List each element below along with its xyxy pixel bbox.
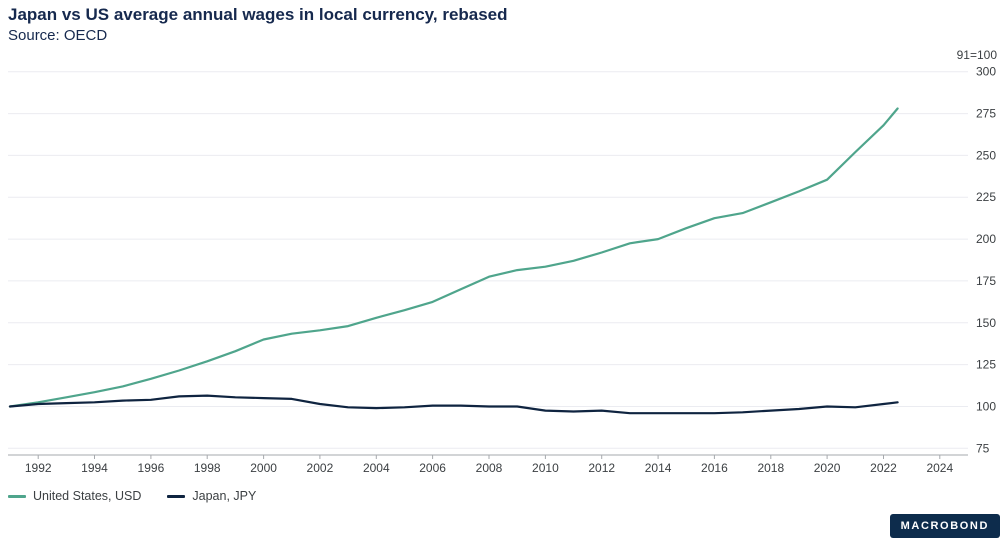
y-tick-label: 125 (976, 358, 996, 372)
x-tick-label: 2022 (870, 461, 897, 475)
x-tick-label: 2000 (250, 461, 277, 475)
y-tick-label: 225 (976, 190, 996, 204)
x-tick-label: 2006 (419, 461, 446, 475)
legend-label-united-states: United States, USD (33, 489, 142, 503)
x-tick-label: 2002 (307, 461, 334, 475)
chart-header: Japan vs US average annual wages in loca… (8, 4, 508, 46)
y-tick-label: 250 (976, 148, 996, 162)
y-tick-label: 175 (976, 274, 996, 288)
x-tick-label: 2008 (476, 461, 503, 475)
chart-source: Source: OECD (8, 27, 108, 44)
y-tick-label: 275 (976, 107, 996, 121)
macrobond-logo: MACROBOND (889, 514, 1000, 538)
series-line-japan-jpy (8, 394, 899, 415)
y-tick-label: 150 (976, 316, 996, 330)
x-tick-label: 2004 (363, 461, 390, 475)
chart-title: Japan vs US average annual wages in loca… (8, 5, 508, 24)
legend-label-japan: Japan, JPY (192, 489, 257, 503)
x-tick-label: 2016 (701, 461, 728, 475)
y-tick-label: 100 (976, 400, 996, 414)
x-tick-label: 1998 (194, 461, 221, 475)
legend: United States, USD Japan, JPY (8, 489, 256, 503)
series-line-united-states-usd (8, 107, 899, 408)
united-states-line-swatch (8, 494, 26, 498)
x-tick-label: 2010 (532, 461, 559, 475)
japan-line-swatch (167, 494, 186, 498)
y-tick-label: 75 (976, 441, 990, 455)
y-tick-label: 200 (976, 232, 996, 246)
x-tick-label: 2012 (588, 461, 615, 475)
legend-item-japan: Japan, JPY (167, 489, 256, 503)
x-tick-label: 1996 (138, 461, 165, 475)
x-tick-label: 1992 (25, 461, 52, 475)
x-tick-label: 2014 (645, 461, 672, 475)
legend-item-united-states: United States, USD (8, 489, 141, 503)
x-tick-label: 1994 (81, 461, 108, 475)
x-tick-label: 2024 (926, 461, 953, 475)
x-tick-label: 2018 (757, 461, 784, 475)
y-axis-note: 91=100 (957, 48, 998, 62)
y-tick-label: 300 (976, 65, 996, 79)
x-tick-label: 2020 (814, 461, 841, 475)
